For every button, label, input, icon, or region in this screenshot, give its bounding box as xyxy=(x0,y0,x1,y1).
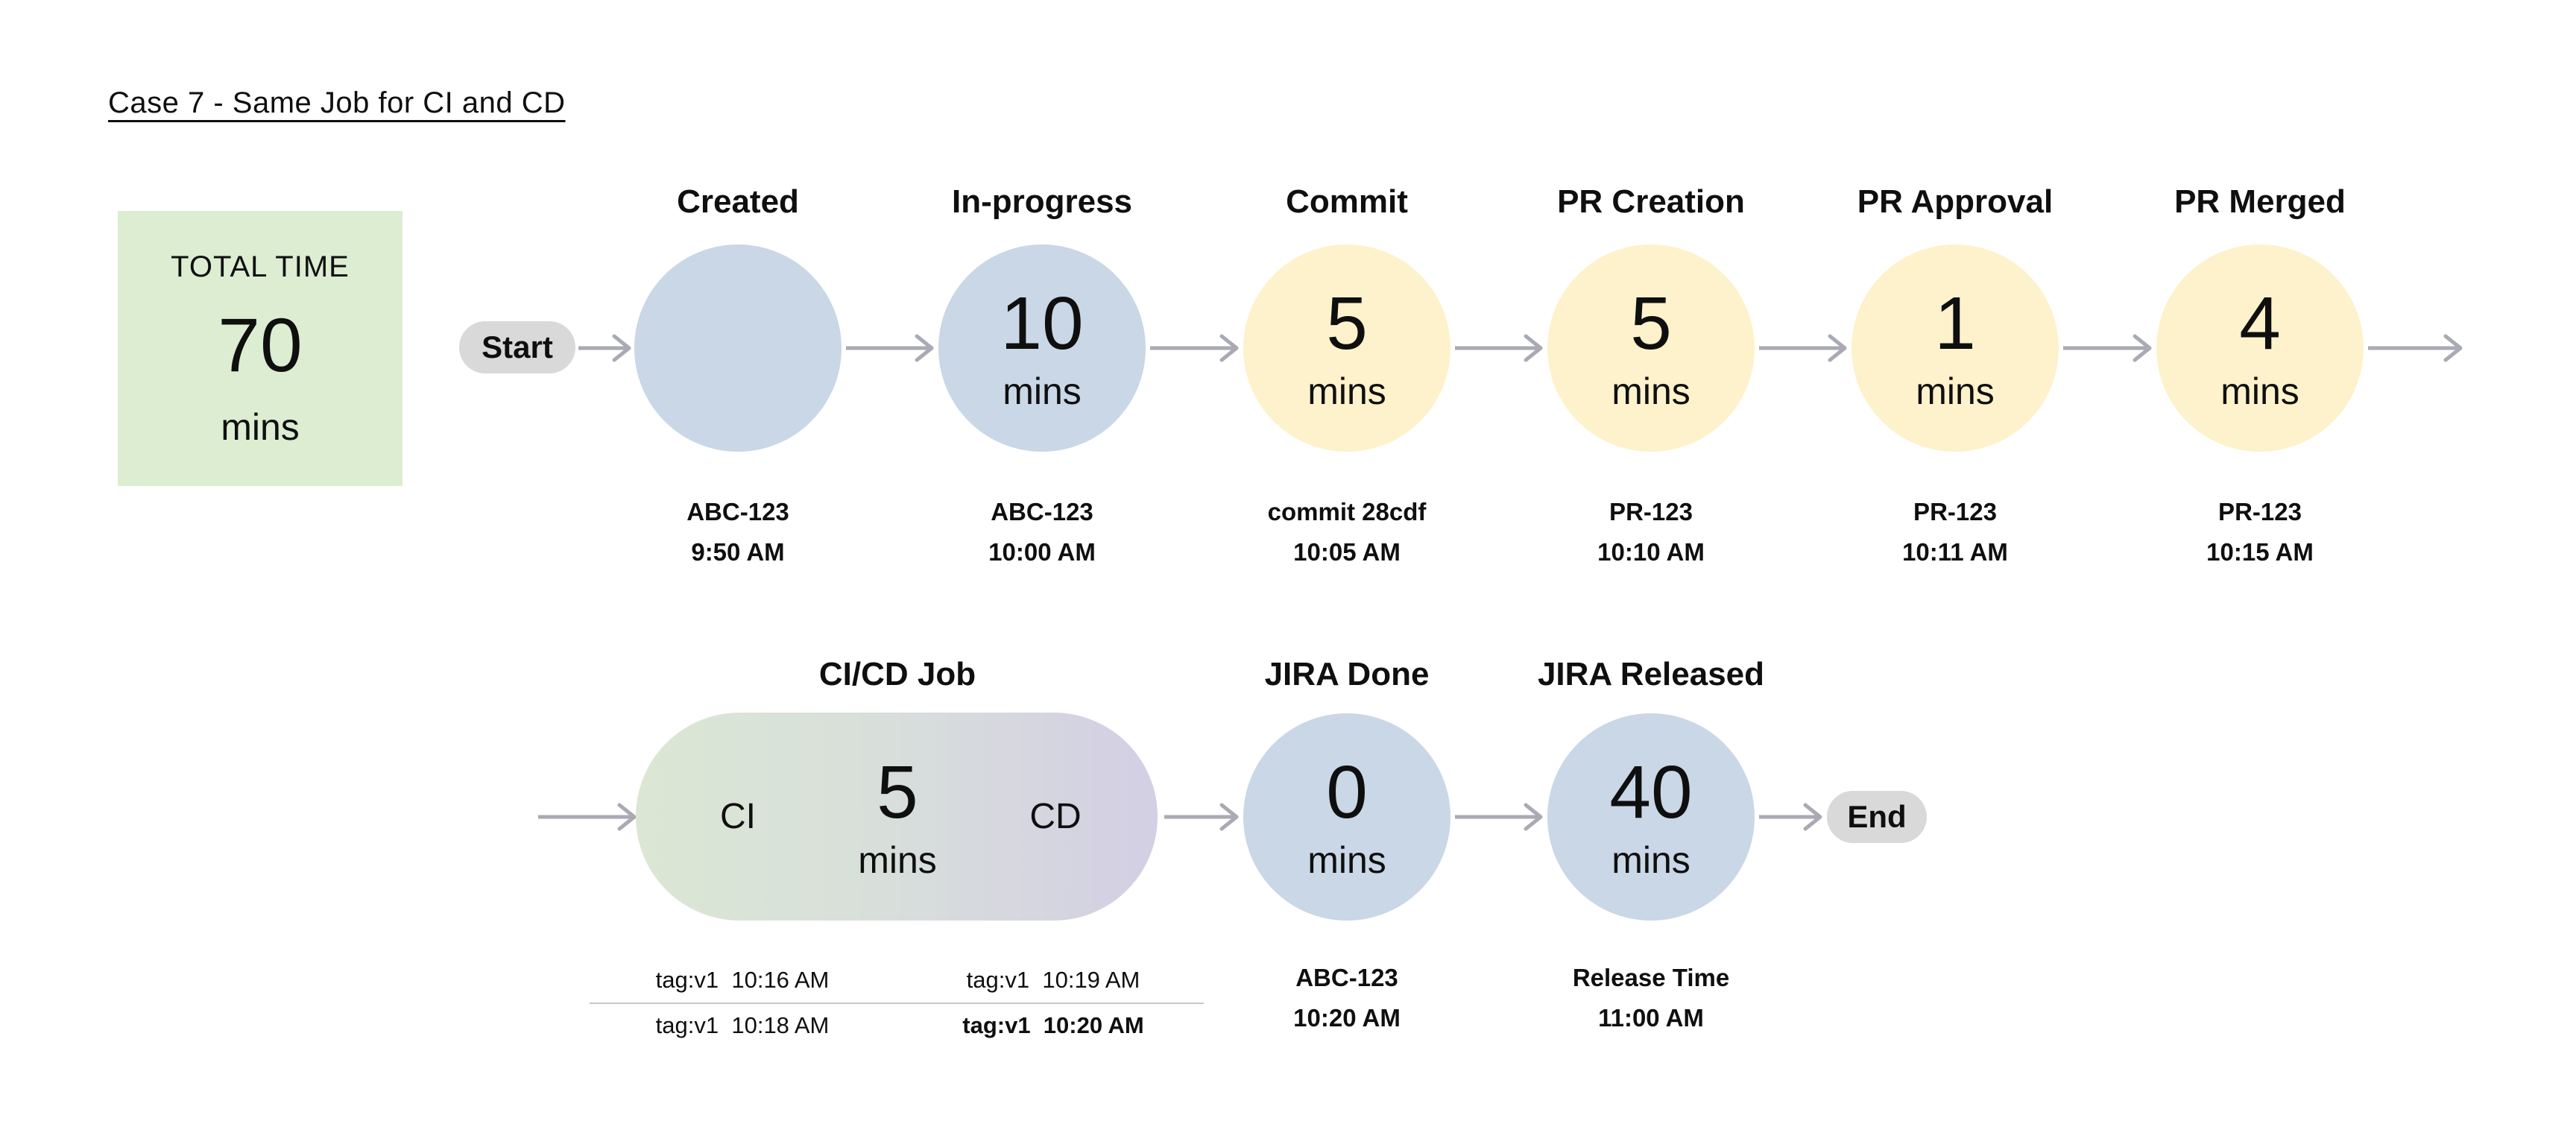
stage-meta-ref: PR-123 xyxy=(1609,498,1693,525)
stage-meta-time: 10:15 AM xyxy=(2206,538,2314,566)
start-node: Start xyxy=(459,321,575,373)
stage-label-jira-released: JIRA Released xyxy=(1537,656,1765,692)
stage-label-pr-merged: PR Merged xyxy=(2174,183,2346,220)
tag-run-ci-first: tag:v1 10:16 AM xyxy=(655,967,830,993)
stage-label-pr-creation: PR Creation xyxy=(1557,183,1745,220)
page-title: Case 7 - Same Job for CI and CD xyxy=(108,86,566,119)
stage-meta-pr-creation: PR-123 10:10 AM xyxy=(1597,492,1705,572)
total-time-unit: mins xyxy=(221,405,300,448)
stage-meta-pr-merged: PR-123 10:15 AM xyxy=(2206,492,2314,572)
stage-circle-commit: 5 mins xyxy=(1243,244,1450,452)
stage-label-jira-done: JIRA Done xyxy=(1264,656,1430,692)
cd-label: CD xyxy=(1029,796,1082,836)
end-node: End xyxy=(1827,791,1927,843)
stage-duration-value: 10 xyxy=(1000,282,1084,365)
stage-duration-value: 5 xyxy=(1630,282,1672,365)
flow-arrow xyxy=(1455,803,1543,831)
stage-duration-value: 0 xyxy=(1326,751,1368,834)
start-node-label: Start xyxy=(482,329,553,364)
total-time-value: 70 xyxy=(218,302,303,388)
stage-meta-time: 10:20 AM xyxy=(1293,1004,1401,1032)
stage-duration-value: 5 xyxy=(1326,282,1368,365)
flow-arrow xyxy=(846,334,934,362)
stage-duration-unit: mins xyxy=(858,839,937,881)
stage-meta-time: 10:10 AM xyxy=(1597,538,1705,566)
stage-duration-value: 1 xyxy=(1934,282,1976,365)
stage-meta-ref: PR-123 xyxy=(2218,498,2302,525)
stage-label-pr-approval: PR Approval xyxy=(1857,183,2053,220)
stage-meta-time: 11:00 AM xyxy=(1598,1004,1704,1032)
stage-duration-value: 40 xyxy=(1609,751,1693,834)
cicd-job-node: CI 5 mins CD xyxy=(636,713,1158,921)
stage-circle-in-progress: 10 mins xyxy=(938,244,1146,452)
stage-circle-jira-done: 0 mins xyxy=(1243,713,1450,921)
stage-duration-unit: mins xyxy=(1003,370,1082,412)
stage-meta-ref: ABC-123 xyxy=(991,498,1093,525)
stage-meta-ref: Release Time xyxy=(1572,964,1730,991)
stage-meta-ref: commit 28cdf xyxy=(1267,498,1427,525)
stage-meta-commit: commit 28cdf 10:05 AM xyxy=(1268,492,1427,572)
stage-duration-unit: mins xyxy=(1307,370,1386,412)
flow-arrow xyxy=(1164,803,1239,831)
stage-duration-unit: mins xyxy=(1611,370,1690,412)
stage-duration-value: 5 xyxy=(877,750,918,834)
flow-arrow xyxy=(1455,334,1543,362)
flow-arrow-continuation xyxy=(2368,334,2463,362)
tag-table-divider xyxy=(590,1003,1204,1004)
stage-meta-jira-released: Release Time 11:00 AM xyxy=(1573,958,1729,1038)
total-time-card: TOTAL TIME 70 mins xyxy=(118,211,402,486)
ci-label: CI xyxy=(720,796,756,836)
stage-circle-pr-creation: 5 mins xyxy=(1547,244,1755,452)
stage-meta-time: 10:05 AM xyxy=(1293,538,1401,566)
stage-circle-pr-approval: 1 mins xyxy=(1852,244,2059,452)
stage-duration-unit: mins xyxy=(1307,839,1386,881)
stage-meta-time: 10:00 AM xyxy=(988,538,1096,566)
stage-meta-in-progress: ABC-123 10:00 AM xyxy=(988,492,1096,572)
stage-circle-jira-released: 40 mins xyxy=(1547,713,1755,921)
stage-circle-pr-merged: 4 mins xyxy=(2156,244,2364,452)
stage-label-created: Created xyxy=(677,183,799,220)
cicd-duration: 5 mins xyxy=(858,755,937,879)
stage-circle-created xyxy=(634,244,842,452)
flow-arrow xyxy=(2063,334,2152,362)
stage-meta-created: ABC-123 9:50 AM xyxy=(686,492,789,572)
total-time-label: TOTAL TIME xyxy=(171,250,350,283)
tag-run-ci-second: tag:v1 10:18 AM xyxy=(655,1012,830,1038)
stage-duration-unit: mins xyxy=(1611,839,1690,881)
stage-label-commit: Commit xyxy=(1286,183,1408,220)
flow-arrow xyxy=(1759,803,1822,831)
stage-meta-ref: PR-123 xyxy=(1913,498,1997,525)
flow-arrow xyxy=(578,334,631,362)
stage-label-cicd-job: CI/CD Job xyxy=(818,656,976,692)
flow-arrow xyxy=(1759,334,1847,362)
stage-meta-ref: ABC-123 xyxy=(1295,964,1398,991)
flow-arrow-continuation xyxy=(538,803,637,831)
tag-run-cd-first: tag:v1 10:19 AM xyxy=(966,967,1140,993)
stage-duration-value: 4 xyxy=(2239,282,2281,365)
end-node-label: End xyxy=(1847,799,1907,834)
tag-run-cd-second: tag:v1 10:20 AM xyxy=(962,1012,1144,1038)
stage-meta-ref: ABC-123 xyxy=(686,498,789,525)
stage-meta-pr-approval: PR-123 10:11 AM xyxy=(1902,492,2008,572)
stage-meta-jira-done: ABC-123 10:20 AM xyxy=(1293,958,1401,1038)
stage-duration-unit: mins xyxy=(1916,370,1995,412)
stage-label-in-progress: In-progress xyxy=(951,183,1133,220)
stage-meta-time: 10:11 AM xyxy=(1902,538,2008,566)
flow-arrow xyxy=(1150,334,1239,362)
stage-duration-unit: mins xyxy=(2220,370,2299,412)
stage-meta-time: 9:50 AM xyxy=(691,538,785,566)
